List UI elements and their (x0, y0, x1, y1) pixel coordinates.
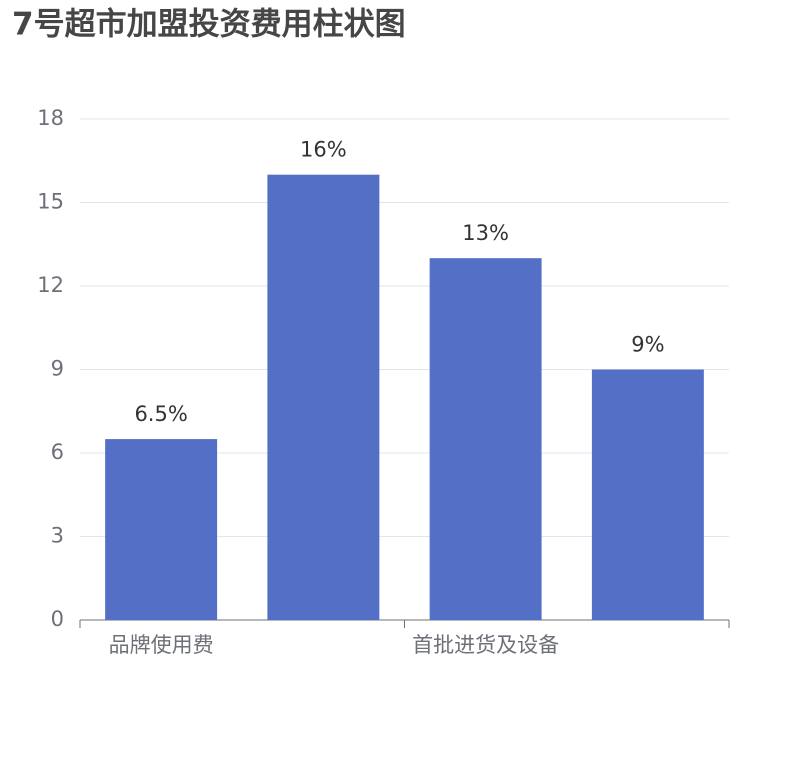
x-tick-label: 品牌使用费 (109, 633, 214, 657)
x-tick-label: 首批进货及设备 (412, 633, 559, 657)
y-tick-label: 3 (51, 524, 64, 548)
y-tick-label: 9 (51, 357, 64, 381)
y-tick-label: 0 (51, 607, 64, 631)
bar (591, 369, 704, 620)
value-label: 6.5% (134, 402, 187, 426)
y-tick-label: 15 (37, 190, 64, 214)
bar (267, 174, 380, 620)
value-label: 13% (462, 221, 509, 245)
chart-title: 7号超市加盟投资费用柱状图 (12, 7, 406, 43)
value-label: 16% (300, 138, 347, 162)
y-tick-label: 18 (37, 106, 64, 130)
y-tick-label: 6 (51, 440, 64, 464)
value-label: 9% (631, 333, 664, 357)
y-tick-label: 12 (37, 273, 64, 297)
bar (429, 258, 542, 620)
bar (105, 439, 218, 620)
